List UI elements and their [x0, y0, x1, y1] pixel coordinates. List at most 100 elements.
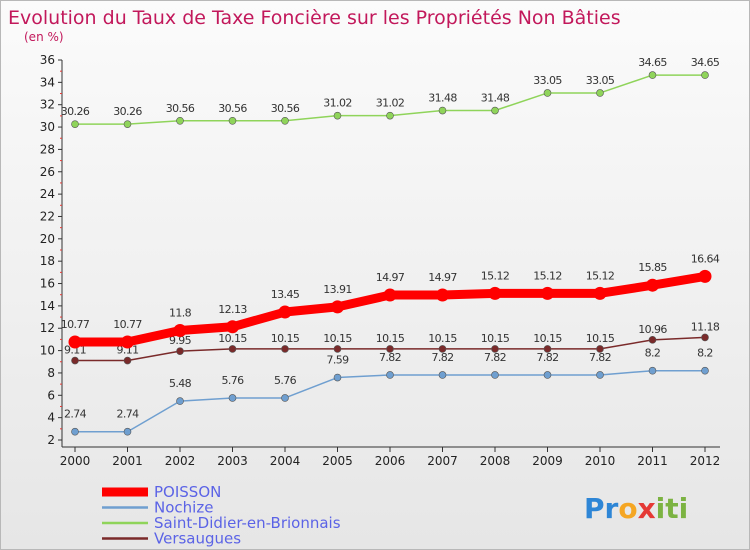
chart-title: Evolution du Taux de Taxe Foncière sur l… — [8, 7, 621, 29]
legend-item: Versaugues — [102, 530, 241, 548]
data-label: 7.82 — [484, 351, 506, 364]
data-point — [333, 373, 342, 382]
y-tick-label: 34 — [40, 75, 55, 89]
data-label: 33.05 — [586, 74, 615, 87]
data-label: 10.15 — [586, 332, 615, 345]
data-label: 11.18 — [691, 320, 720, 333]
y-tick-label: 30 — [40, 120, 55, 134]
data-label: 9.11 — [64, 344, 86, 357]
data-point — [68, 335, 82, 349]
data-point — [176, 347, 184, 355]
legend-item: POISSON — [102, 483, 221, 501]
x-tick-label: 2012 — [690, 454, 721, 468]
data-point — [331, 300, 344, 314]
data-label: 30.26 — [113, 105, 142, 118]
x-tick-label: 2006 — [375, 454, 406, 468]
data-point — [593, 286, 607, 300]
y-tick-label: 20 — [40, 232, 55, 246]
series-saint-didier-en-brionnais: 30.26 30.26 30.56 30.56 30.56 31.02 31.02 31.48… — [61, 56, 720, 128]
data-label: 31.02 — [323, 97, 352, 110]
data-label: 9.11 — [116, 344, 138, 357]
data-label: 7.82 — [536, 351, 558, 364]
legend-label: Saint-Didier-en-Brionnais — [154, 514, 341, 532]
y-tick-label: 26 — [40, 165, 55, 179]
data-label: 31.48 — [428, 92, 457, 105]
data-label: 7.59 — [326, 354, 349, 367]
data-label: 14.97 — [376, 271, 405, 284]
x-tick-label: 2005 — [322, 454, 353, 468]
logo-part-4: x — [638, 492, 656, 525]
data-label: 5.76 — [274, 374, 297, 387]
data-label: 34.65 — [638, 56, 667, 69]
y-tick-label: 18 — [40, 254, 55, 268]
logo-part-2: r — [605, 492, 619, 525]
data-label: 10.15 — [376, 332, 405, 345]
x-tick-label: 2010 — [585, 454, 616, 468]
x-tick-label: 2000 — [60, 454, 91, 468]
legend-label: Versaugues — [154, 530, 241, 548]
data-point — [491, 345, 499, 353]
data-point — [281, 345, 289, 353]
data-label: 7.82 — [431, 351, 453, 364]
data-point — [121, 335, 134, 349]
data-point — [596, 371, 604, 379]
data-point — [173, 323, 187, 337]
data-point — [123, 120, 132, 128]
data-point — [491, 106, 499, 115]
y-tick-label: 36 — [40, 53, 55, 67]
data-point — [438, 106, 447, 115]
data-label: 30.56 — [218, 102, 247, 115]
logo-part-1: P — [584, 492, 605, 525]
data-label: 8.2 — [645, 347, 661, 360]
data-label: 15.12 — [586, 269, 615, 282]
data-point — [228, 117, 237, 125]
chart-subtitle: (en %) — [24, 30, 64, 44]
data-label: 30.56 — [271, 102, 300, 115]
data-point — [71, 120, 79, 128]
y-tick-label: 24 — [40, 187, 55, 201]
legend-item: Nochize — [102, 499, 213, 517]
data-label: 15.85 — [638, 261, 667, 274]
data-label: 15.12 — [481, 269, 510, 282]
data-label: 8.2 — [697, 347, 713, 360]
data-label: 10.15 — [533, 332, 562, 345]
data-point — [698, 269, 712, 283]
data-label: 31.48 — [481, 92, 510, 105]
y-tick-label: 6 — [47, 388, 55, 402]
data-label: 16.64 — [691, 252, 720, 265]
data-label: 31.02 — [376, 97, 405, 110]
data-label: 2.74 — [116, 408, 139, 421]
data-point — [438, 371, 447, 379]
data-point — [386, 345, 394, 353]
legend-label: Nochize — [154, 499, 213, 517]
legend: POISSONNochizeSaint-Didier-en-BrionnaisV… — [102, 483, 341, 548]
y-tick-label: 22 — [40, 209, 55, 223]
data-point — [71, 356, 79, 365]
data-point — [491, 371, 499, 379]
x-tick-label: 2011 — [637, 454, 668, 468]
y-tick-label: 14 — [40, 299, 55, 313]
logo-part-5: i — [656, 492, 666, 525]
data-label: 7.82 — [589, 351, 611, 364]
data-point — [648, 366, 657, 375]
legend-item: Saint-Didier-en-Brionnais — [102, 514, 341, 532]
data-label: 10.15 — [218, 332, 247, 345]
data-point — [333, 111, 342, 120]
data-point — [228, 394, 237, 402]
data-point — [648, 336, 657, 344]
x-tick-label: 2003 — [217, 454, 248, 468]
y-tick-label: 32 — [40, 98, 55, 112]
data-label: 30.26 — [61, 105, 90, 118]
data-label: 2.74 — [64, 408, 87, 421]
data-point — [541, 286, 554, 300]
data-point — [648, 71, 657, 79]
y-tick-label: 16 — [40, 277, 55, 291]
logo-part-6: t — [665, 492, 678, 525]
data-label: 13.91 — [323, 283, 352, 296]
data-point — [701, 366, 709, 375]
data-label: 5.76 — [221, 374, 244, 387]
series-nochize: 2.74 2.74 5.48 5.76 5.76 7.59 7.82 7.82 7.82 7.82… — [64, 347, 713, 436]
x-tick-label: 2008 — [480, 454, 511, 468]
data-point — [386, 371, 394, 379]
